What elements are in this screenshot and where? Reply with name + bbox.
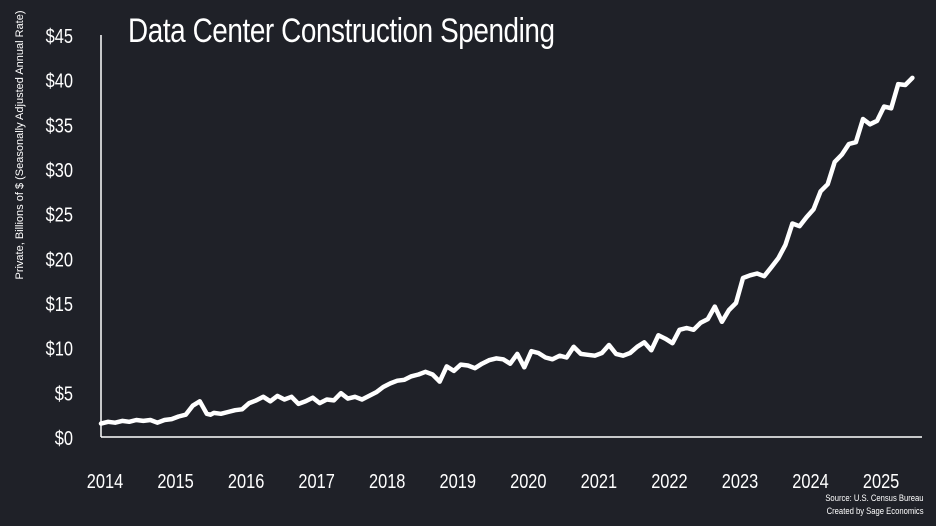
x-tick-label: 2015 <box>157 469 193 492</box>
x-tick-label: 2023 <box>722 469 758 492</box>
y-tick-label: $20 <box>46 248 73 271</box>
y-tick-label: $5 <box>55 382 73 405</box>
x-tick-label: 2020 <box>510 469 546 492</box>
y-axis-label: Private, Billions of $ (Seasonally Adjus… <box>14 10 26 280</box>
y-tick-label: $10 <box>46 337 73 360</box>
x-tick-label: 2018 <box>369 469 405 492</box>
y-tick-label: $35 <box>46 114 73 137</box>
axes <box>100 35 922 438</box>
series-layer <box>98 75 915 426</box>
x-tick-label: 2016 <box>228 469 264 492</box>
x-tick-label: 2025 <box>863 469 899 492</box>
y-tick-label: $40 <box>46 69 73 92</box>
y-tick-label: $0 <box>55 426 73 449</box>
chart-title: Data Center Construction Spending <box>128 12 555 50</box>
y-tick-label: $30 <box>46 158 73 181</box>
series-line <box>98 75 915 426</box>
y-tick-label: $15 <box>46 292 73 315</box>
x-tick-label: 2019 <box>440 469 476 492</box>
x-tick-label: 2021 <box>581 469 617 492</box>
y-tick-label: $25 <box>46 203 73 226</box>
x-tick-label: 2024 <box>792 469 828 492</box>
x-tick-label: 2017 <box>298 469 334 492</box>
x-tick-label: 2014 <box>87 469 123 492</box>
source-line: Source: U.S. Census Bureau <box>825 493 924 503</box>
credit-line: Created by Sage Economics <box>827 506 924 516</box>
source-note: Source: U.S. Census Bureau Created by Sa… <box>826 492 924 518</box>
tick-labels: $0 $5 $10 $15 $20 $25 $30 $35 $40 $45 2014 2015 2016… <box>46 24 900 492</box>
x-tick-label: 2022 <box>651 469 687 492</box>
y-tick-label: $45 <box>46 24 73 47</box>
